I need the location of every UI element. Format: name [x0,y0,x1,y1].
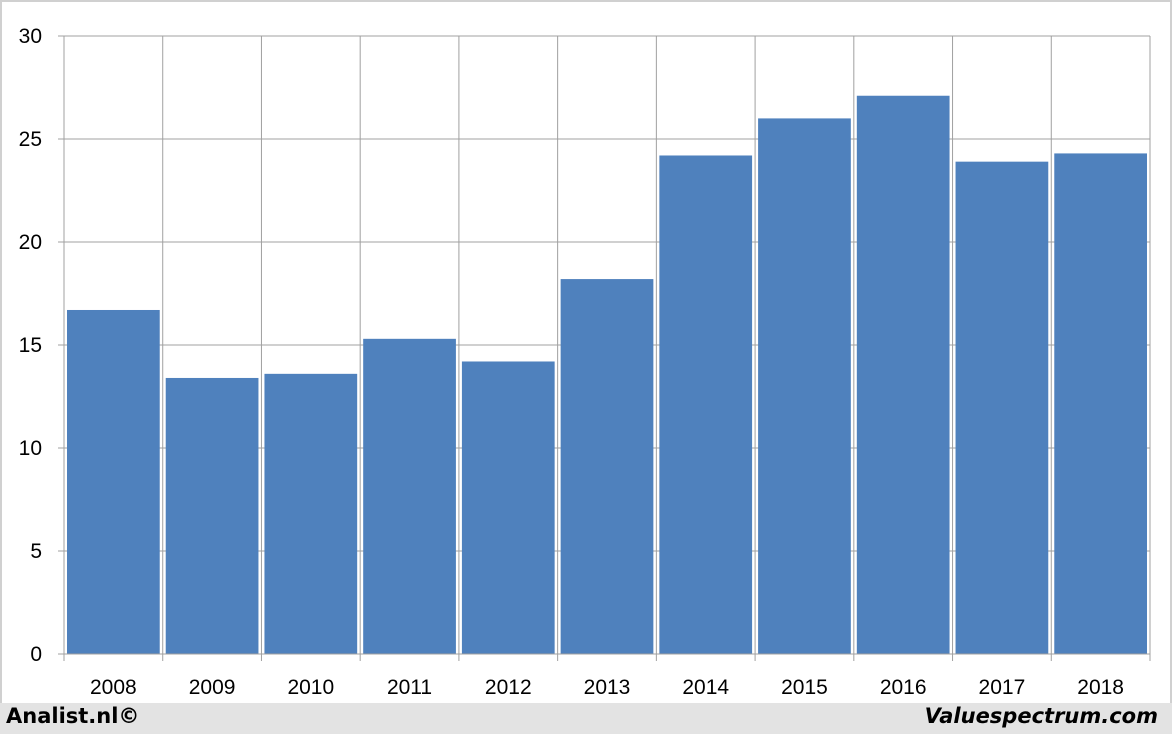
y-tick-label: 25 [19,128,42,151]
valuespectrum-credit: Valuespectrum.com [924,704,1158,728]
footer-bar: Analist.nl© Valuespectrum.com [0,703,1172,734]
x-tick-label: 2016 [880,676,927,699]
axes [58,35,1151,661]
bar-2012 [461,361,555,654]
y-tick-label: 15 [19,334,42,357]
bar-2010 [264,373,358,654]
x-tick-label: 2014 [682,676,729,699]
bar-2018 [1054,153,1147,655]
x-tick-label: 2011 [387,676,432,699]
x-tick-label: 2008 [90,676,137,699]
bar-2015 [758,118,851,654]
bar-2017 [955,161,1049,654]
x-tick-label: 2017 [979,676,1026,699]
tick-labels: 0 5 10 15 20 25 30 2008 2009 2010 2011 2012 2013 2014… [19,25,1124,699]
bar-2013 [560,279,654,654]
bar-2016 [856,95,950,655]
grid-lines [63,35,1151,654]
x-tick-label: 2010 [287,676,334,699]
bar-2009 [165,377,259,654]
bars [67,95,1147,655]
x-tick-label: 2013 [584,676,631,699]
bar-2011 [363,338,456,654]
bar-2014 [659,155,753,655]
y-tick-label: 0 [30,643,42,666]
y-tick-label: 10 [19,437,42,460]
x-tick-label: 2012 [485,676,532,699]
bar-2008 [67,309,160,654]
analist-credit: Analist.nl© [6,704,140,728]
x-tick-label: 2018 [1077,676,1124,699]
y-tick-label: 30 [19,25,42,48]
x-tick-label: 2009 [189,676,236,699]
y-tick-label: 20 [19,231,42,254]
x-tick-label: 2015 [781,676,828,699]
y-tick-label: 5 [30,540,42,563]
